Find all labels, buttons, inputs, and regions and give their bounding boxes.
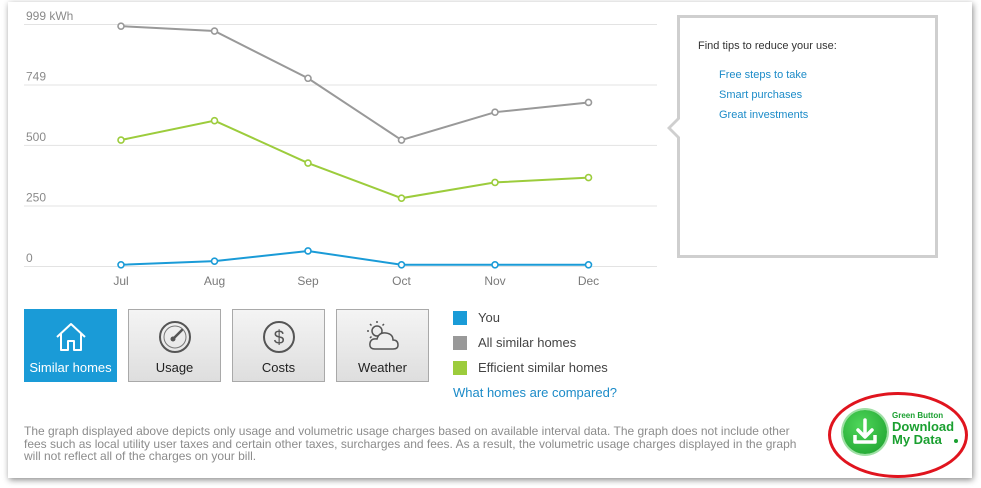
y-tick-label: 250 — [26, 190, 46, 204]
tip-link-great-investments[interactable]: Great investments — [719, 109, 809, 121]
green-button-label: Download My Data — [892, 420, 954, 446]
data-point-all-similar-homes[interactable] — [584, 98, 593, 107]
data-point-you[interactable] — [210, 257, 219, 265]
tab-weather[interactable]: Weather — [336, 309, 429, 382]
tab-label: Similar homes — [29, 360, 112, 375]
green-button-small-label: Green Button — [892, 411, 944, 420]
y-tick-label: 500 — [26, 130, 46, 144]
sun-cloud-icon — [367, 321, 399, 350]
download-icon — [843, 410, 887, 454]
x-tick-label: Jul — [113, 274, 128, 288]
tab-similar-homes[interactable]: Similar homes — [24, 309, 117, 382]
disclaimer-text: The graph displayed above depicts only u… — [24, 424, 797, 463]
y-tick-label: 0 — [26, 251, 33, 265]
x-tick-label: Sep — [297, 274, 319, 288]
legend-label: Efficient similar homes — [478, 360, 608, 375]
y-tick-label: 999 kWh — [26, 9, 73, 23]
data-point-efficient-similar-homes[interactable] — [117, 136, 125, 144]
green-button-dot — [954, 439, 958, 443]
legend-swatch-you — [453, 311, 467, 325]
x-tick-label: Nov — [484, 274, 505, 288]
svg-text:$: $ — [274, 328, 285, 349]
legend-swatch-efficient — [453, 361, 467, 375]
green-button-label-line2: My Data — [892, 432, 942, 447]
legend-label: You — [478, 310, 500, 325]
data-point-you[interactable] — [397, 260, 406, 269]
series-line-efficient-similar-homes — [120, 119, 589, 200]
y-tick-label: 749 — [26, 70, 46, 84]
legend-label: All similar homes — [478, 335, 577, 350]
dollar-icon: $ — [263, 321, 295, 353]
tab-label: Costs — [261, 360, 296, 375]
tab-costs[interactable]: $ Costs — [232, 309, 325, 382]
tab-label: Usage — [155, 360, 194, 375]
data-point-all-similar-homes[interactable] — [304, 74, 312, 83]
data-point-efficient-similar-homes[interactable] — [491, 178, 499, 187]
usage-chart: 999 kWh 749 500 250 0 Jul Aug Sep Oct Nov Dec — [24, 9, 657, 288]
x-tick-label: Dec — [578, 274, 599, 288]
tip-link-smart-purchases[interactable]: Smart purchases — [719, 89, 803, 101]
tips-panel: Find tips to reduce your use: Free steps… — [677, 15, 938, 258]
tab-label: Weather — [358, 360, 407, 375]
tips-pointer-inner — [671, 119, 680, 137]
data-point-all-similar-homes[interactable] — [210, 27, 219, 35]
tab-usage[interactable]: Usage — [128, 309, 221, 382]
data-point-efficient-similar-homes[interactable] — [584, 173, 593, 182]
data-point-efficient-similar-homes[interactable] — [304, 159, 312, 167]
compare-homes-link[interactable]: What homes are compared? — [453, 385, 618, 400]
house-icon — [56, 323, 86, 351]
x-tick-label: Aug — [204, 274, 225, 288]
tip-link-free-steps[interactable]: Free steps to take — [719, 69, 808, 81]
series-line-you — [120, 249, 589, 266]
data-point-you[interactable] — [117, 260, 125, 269]
series-line-all-similar-homes — [120, 25, 589, 142]
data-point-all-similar-homes[interactable] — [397, 136, 406, 144]
data-point-you[interactable] — [584, 260, 593, 269]
legend-swatch-all-similar — [453, 336, 467, 350]
data-point-you[interactable] — [304, 247, 312, 255]
data-point-all-similar-homes[interactable] — [491, 108, 499, 116]
gauge-icon — [159, 321, 191, 353]
green-button-label-line1: Download — [892, 419, 955, 434]
tips-title: Find tips to reduce your use: — [698, 40, 837, 52]
data-point-you[interactable] — [491, 260, 499, 269]
x-tick-label: Oct — [392, 274, 411, 288]
data-point-efficient-similar-homes[interactable] — [397, 194, 406, 202]
data-point-efficient-similar-homes[interactable] — [210, 116, 219, 125]
highlight-oval — [828, 392, 968, 478]
data-point-all-similar-homes[interactable] — [117, 22, 125, 30]
